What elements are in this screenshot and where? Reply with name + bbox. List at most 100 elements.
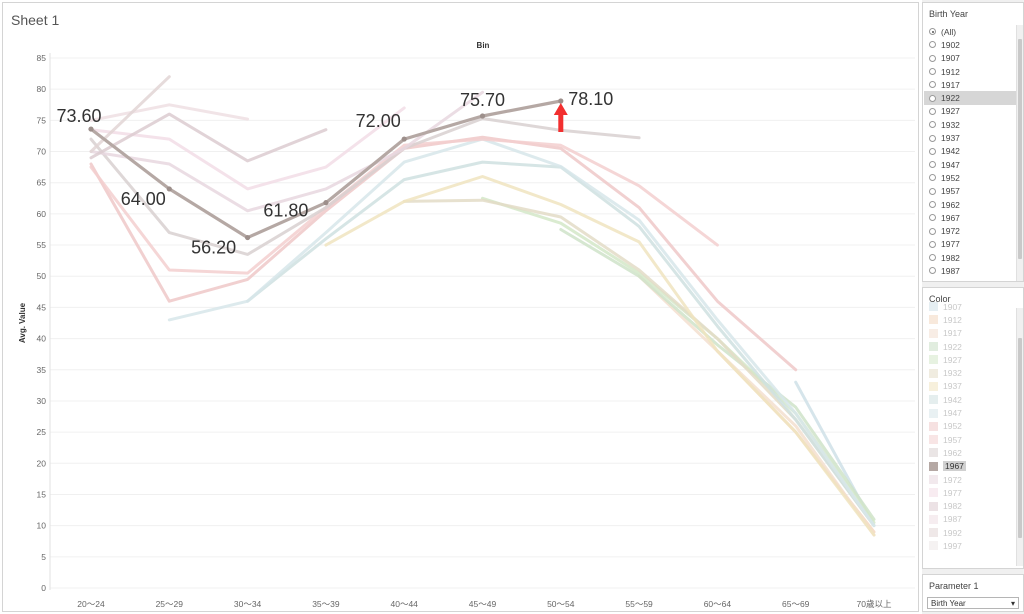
- radio-button-icon[interactable]: [929, 28, 936, 36]
- birth-year-option-label: 1972: [941, 226, 960, 237]
- birth-year-option-label: (All): [941, 26, 957, 37]
- radio-button-icon[interactable]: [929, 227, 936, 235]
- radio-button-icon[interactable]: [929, 107, 936, 115]
- data-point[interactable]: [88, 126, 94, 132]
- birth-year-option[interactable]: 1907: [924, 52, 1017, 65]
- series-line-1962[interactable]: [89, 117, 641, 256]
- legend-item[interactable]: 1912: [924, 313, 1017, 326]
- radio-button-icon[interactable]: [929, 161, 936, 169]
- legend-item-label: 1982: [943, 501, 962, 512]
- data-point[interactable]: [479, 113, 486, 119]
- legend-item[interactable]: 1957: [924, 433, 1017, 446]
- legend-item[interactable]: 1922: [924, 340, 1017, 353]
- radio-button-icon[interactable]: [929, 94, 936, 102]
- radio-button-icon[interactable]: [929, 240, 936, 248]
- birth-year-option[interactable]: 1972: [924, 224, 1017, 237]
- legend-item[interactable]: 1987: [924, 513, 1017, 526]
- series-line-1947[interactable]: [167, 137, 876, 528]
- birth-year-option[interactable]: 1947: [924, 158, 1017, 171]
- radio-button-icon[interactable]: [929, 68, 936, 76]
- legend-swatch: [929, 315, 938, 325]
- color-legend-scrollbar[interactable]: [1016, 308, 1023, 566]
- series-line-1967[interactable]: [89, 99, 563, 240]
- birth-year-option[interactable]: 1917: [924, 78, 1017, 91]
- data-point[interactable]: [558, 98, 564, 104]
- birth-year-option[interactable]: 1922: [924, 91, 1017, 105]
- radio-button-icon[interactable]: [929, 134, 936, 142]
- legend-item[interactable]: 1962: [924, 446, 1017, 459]
- legend-item[interactable]: 1932: [924, 366, 1017, 379]
- birth-year-scrollbar[interactable]: [1016, 25, 1023, 281]
- radio-button-icon[interactable]: [929, 187, 936, 195]
- radio-button-icon[interactable]: [929, 41, 936, 49]
- birth-year-option[interactable]: 1927: [924, 105, 1017, 118]
- birth-year-option[interactable]: 1902: [924, 38, 1017, 51]
- birth-year-option[interactable]: 1982: [924, 251, 1017, 264]
- series-line-1977[interactable]: [89, 106, 406, 191]
- color-legend-card: Color 1907 1912 1917 1922 1927 1932 1937 1942 19…: [922, 287, 1024, 569]
- legend-item[interactable]: 1917: [924, 327, 1017, 340]
- radio-button-icon[interactable]: [929, 267, 936, 275]
- birth-year-option[interactable]: (All): [924, 25, 1017, 38]
- cursor-arrow-icon: [553, 103, 568, 133]
- birth-year-option[interactable]: 1952: [924, 171, 1017, 184]
- parameter-select[interactable]: Birth Year ▾: [927, 597, 1019, 609]
- color-legend-scroll-thumb[interactable]: [1018, 338, 1022, 538]
- birth-year-option[interactable]: 1912: [924, 65, 1017, 78]
- birth-year-option[interactable]: 1942: [924, 145, 1017, 158]
- legend-item[interactable]: 1997: [924, 539, 1017, 552]
- legend-item[interactable]: 1927: [924, 353, 1017, 366]
- radio-button-icon[interactable]: [929, 201, 936, 208]
- parameter-card: Parameter 1 Birth Year ▾: [922, 574, 1024, 612]
- series-line-1937[interactable]: [324, 175, 876, 537]
- birth-year-option[interactable]: 1987: [924, 264, 1017, 277]
- series-line-1932[interactable]: [402, 198, 876, 528]
- series-line-1972[interactable]: [89, 90, 484, 213]
- birth-year-option-label: 1907: [941, 53, 960, 64]
- radio-button-icon[interactable]: [929, 214, 936, 222]
- series-line-1982[interactable]: [89, 112, 328, 163]
- chart-title: Bin: [477, 41, 490, 50]
- birth-year-option-label: 1917: [941, 79, 960, 90]
- radio-button-icon[interactable]: [929, 54, 936, 62]
- radio-button-icon[interactable]: [929, 254, 936, 262]
- radio-button-icon[interactable]: [929, 147, 936, 155]
- series-line-1922[interactable]: [559, 228, 876, 521]
- legend-item[interactable]: 1947: [924, 406, 1017, 419]
- birth-year-option[interactable]: 1932: [924, 118, 1017, 131]
- birth-year-option-label: 1947: [941, 159, 960, 170]
- radio-button-icon[interactable]: [929, 174, 936, 182]
- series-line-1917[interactable]: [637, 274, 876, 537]
- legend-item[interactable]: 1942: [924, 393, 1017, 406]
- data-point[interactable]: [245, 234, 251, 241]
- series-line-1927[interactable]: [481, 196, 876, 524]
- legend-item[interactable]: 1952: [924, 420, 1017, 433]
- radio-button-icon[interactable]: [929, 81, 936, 89]
- legend-item[interactable]: 1977: [924, 486, 1017, 499]
- legend-item[interactable]: 1972: [924, 473, 1017, 486]
- legend-item[interactable]: 1992: [924, 526, 1017, 539]
- birth-year-option[interactable]: 1967: [924, 211, 1017, 224]
- radio-button-icon[interactable]: [929, 121, 936, 129]
- data-point[interactable]: [401, 136, 407, 142]
- legend-item[interactable]: 1967: [924, 460, 1017, 473]
- y-tick-label: 80: [37, 84, 47, 94]
- series-line-1992[interactable]: [89, 75, 171, 153]
- data-point[interactable]: [323, 200, 329, 206]
- series-line-1957[interactable]: [89, 137, 719, 275]
- birth-year-option[interactable]: 1977: [924, 238, 1017, 251]
- legend-item[interactable]: 1982: [924, 499, 1017, 512]
- legend-item-label: 1967: [943, 461, 966, 472]
- birth-year-option[interactable]: 1962: [924, 198, 1017, 211]
- legend-swatch: [929, 395, 938, 405]
- sheet-title: Sheet 1: [11, 12, 60, 28]
- series-line-1987[interactable]: [89, 103, 250, 122]
- x-tick-label: 60～64: [704, 599, 732, 609]
- birth-year-scroll-thumb[interactable]: [1018, 39, 1022, 259]
- birth-year-option[interactable]: 1937: [924, 131, 1017, 144]
- birth-year-option[interactable]: 1957: [924, 185, 1017, 198]
- data-point[interactable]: [166, 186, 172, 192]
- legend-item[interactable]: 1907: [924, 300, 1017, 313]
- line-chart[interactable]: 0 5 10 15 20 25 30 35 40 45 50 55 60 65 70 75 80 85 20～24 2…: [3, 3, 918, 611]
- legend-item[interactable]: 1937: [924, 380, 1017, 393]
